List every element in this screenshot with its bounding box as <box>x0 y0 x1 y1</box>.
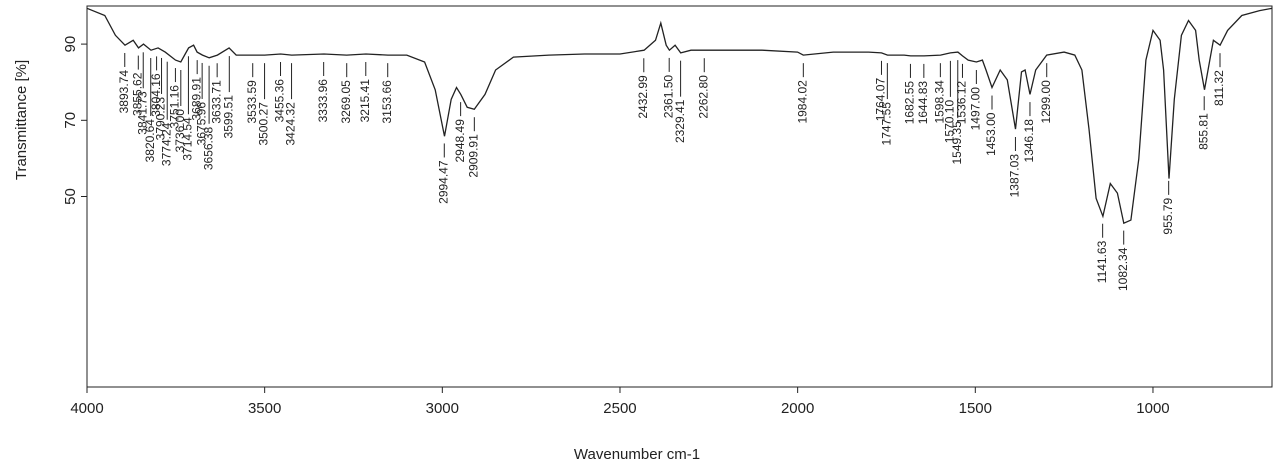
peak-label: 1536.12 <box>955 81 969 125</box>
peak-label: 3893.74 <box>117 70 131 114</box>
peak-label: 3790.23 <box>154 97 168 141</box>
x-tick-label: 4000 <box>70 400 103 417</box>
peak-label: 3215.41 <box>358 79 372 123</box>
peak-label: 1453.00 <box>984 112 998 156</box>
peak-label: 3533.59 <box>245 80 259 124</box>
x-tick-label: 3500 <box>248 400 281 417</box>
peak-label: 3424.32 <box>284 102 298 146</box>
peak-label: 1082.34 <box>1116 247 1130 291</box>
peak-label: 1984.02 <box>795 80 809 124</box>
y-axis-title: Transmittance [%] <box>13 60 30 180</box>
peak-label: 2329.41 <box>673 99 687 143</box>
x-tick-label: 1500 <box>959 400 992 417</box>
peak-label: 1644.83 <box>916 81 930 125</box>
peak-label: 2909.91 <box>467 134 481 178</box>
peak-label: 3153.66 <box>380 80 394 124</box>
peak-label: 3804.16 <box>149 73 163 117</box>
peak-label: 3714.54 <box>181 117 195 161</box>
peak-label: 811.32 <box>1212 70 1226 106</box>
peak-label: 1682.55 <box>903 81 917 125</box>
peak-label: 3633.71 <box>209 80 223 124</box>
x-tick-label: 1000 <box>1136 400 1169 417</box>
x-tick-label: 2000 <box>781 400 814 417</box>
y-tick-label: 50 <box>62 188 79 205</box>
peak-label: 1747.55 <box>880 102 894 146</box>
peak-label: 3333.96 <box>316 79 330 123</box>
x-axis-title: Wavenumber cm-1 <box>574 446 700 463</box>
peak-label: 3500.27 <box>257 102 271 146</box>
peak-label: 2361.50 <box>661 75 675 119</box>
peak-label: 3656.38 <box>201 126 215 170</box>
peak-label: 3736.00 <box>173 109 187 153</box>
x-tick-label: 3000 <box>426 400 459 417</box>
y-tick-label: 90 <box>62 36 79 53</box>
peak-label: 3689.91 <box>189 77 203 121</box>
peak-label: 955.79 <box>1161 198 1175 235</box>
peak-label: 3841.73 <box>135 91 149 135</box>
peak-label: 2432.99 <box>636 75 650 119</box>
peak-label: 2994.47 <box>436 160 450 204</box>
peak-label: 1598.34 <box>933 80 947 124</box>
spectrum-line <box>86 7 1273 225</box>
y-tick-label: 70 <box>62 112 79 129</box>
peak-label: 1141.63 <box>1095 240 1109 283</box>
peak-label: 3675.96 <box>194 102 208 146</box>
peak-label: 3751.16 <box>168 85 182 129</box>
peak-label: 1346.18 <box>1022 119 1036 163</box>
peak-label: 1497.00 <box>969 87 983 131</box>
peak-label: 2262.80 <box>696 75 710 119</box>
peak-label: 3855.62 <box>130 72 144 116</box>
peak-label: 3455.36 <box>273 79 287 123</box>
peak-label: 1387.03 <box>1008 154 1022 198</box>
peak-label: 3599.51 <box>221 95 235 139</box>
peak-label: 1764.07 <box>874 78 888 122</box>
peak-label: 1549.35 <box>950 121 964 165</box>
peak-label: 3774.24 <box>159 122 173 166</box>
peak-label: 1299.00 <box>1039 80 1053 124</box>
peak-label: 2948.49 <box>453 119 467 163</box>
x-tick-label: 2500 <box>603 400 636 417</box>
peak-label: 3820.64 <box>143 119 157 163</box>
peak-label: 3269.05 <box>339 80 353 124</box>
peak-label: 1570.10 <box>943 100 957 144</box>
peak-label: 855.81 <box>1196 113 1210 150</box>
